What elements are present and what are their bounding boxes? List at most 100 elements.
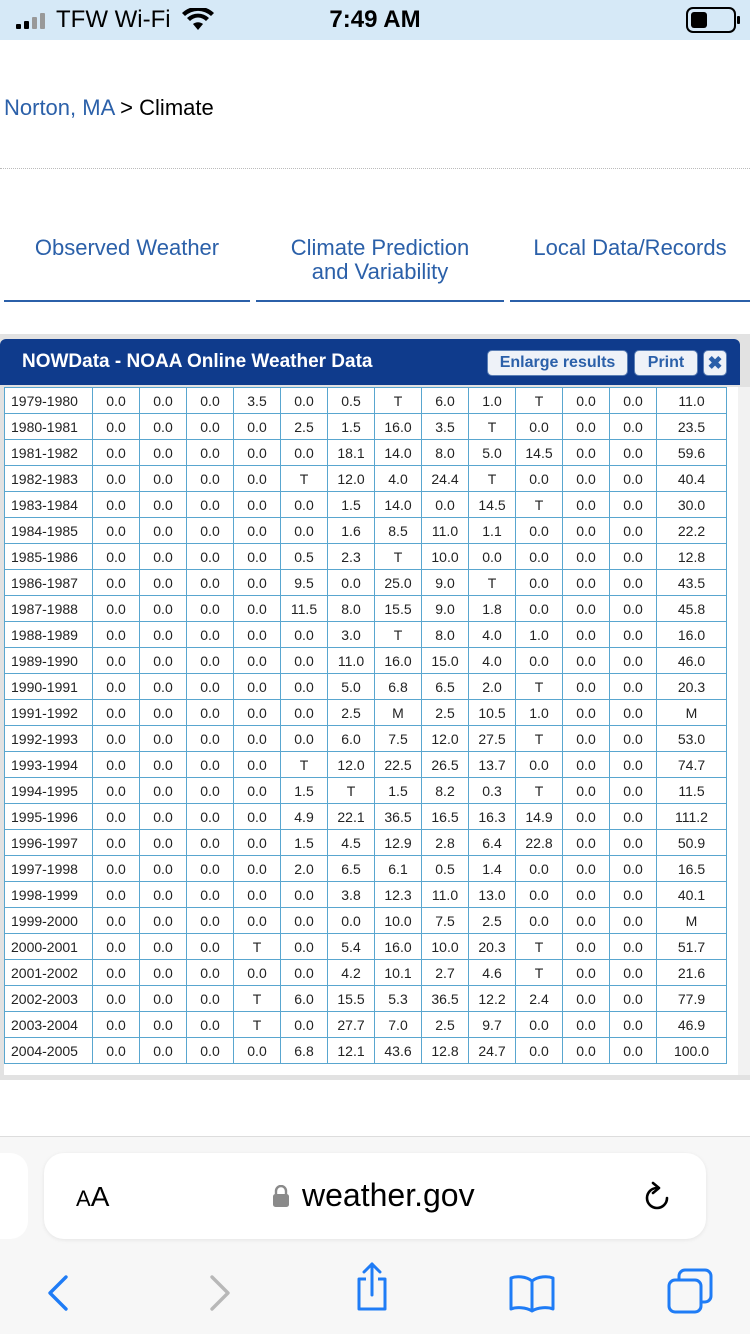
month-value-cell: 0.0 [233,751,281,778]
month-value-cell: 15.0 [421,647,469,674]
month-value-cell: 1.0 [468,387,516,414]
season-total-cell: 12.8 [656,543,727,570]
share-icon[interactable] [354,1261,390,1313]
month-value-cell: 0.0 [139,855,187,882]
previous-tab-preview[interactable] [0,1153,28,1239]
month-value-cell: T [468,413,516,440]
month-value-cell: 0.0 [609,933,657,960]
month-value-cell: 0.0 [515,855,563,882]
month-value-cell: 0.0 [139,647,187,674]
table-row: 1998-1999 0.0 0.0 0.0 0.0 0.0 3.8 12.3 11.0 13.0 0… [4,881,727,908]
bookmarks-icon[interactable] [508,1273,556,1313]
enlarge-results-button[interactable]: Enlarge results [487,350,628,376]
month-value-cell: 0.0 [609,725,657,752]
season-total-cell: 100.0 [656,1037,727,1064]
battery-icon [686,7,740,33]
snowfall-table-scroll[interactable]: 1979-1980 0.0 0.0 0.0 3.5 0.0 0.5 T 6.0 1.0 T 0.0 0.… [4,387,738,1075]
month-value-cell: 12.9 [374,829,422,856]
month-value-cell: 0.0 [280,933,328,960]
month-value-cell: 1.0 [515,699,563,726]
nav-underline [510,300,750,302]
month-value-cell: 1.5 [327,413,375,440]
text-size-button[interactable]: AA [76,1181,109,1213]
season-total-cell: 11.0 [656,387,727,414]
url-text[interactable]: weather.gov [302,1177,475,1213]
table-row: 1979-1980 0.0 0.0 0.0 3.5 0.0 0.5 T 6.0 1.0 T 0.0 0.… [4,387,727,414]
season-total-cell: 46.0 [656,647,727,674]
month-value-cell: 12.0 [421,725,469,752]
month-value-cell: 36.5 [421,985,469,1012]
month-value-cell: 7.5 [374,725,422,752]
month-value-cell: 0.5 [327,387,375,414]
back-icon[interactable] [44,1273,72,1313]
month-value-cell: 12.3 [374,881,422,908]
nav-local-data-records[interactable]: Local Data/Records [510,236,750,302]
breadcrumb-location-link[interactable]: Norton, MA [4,95,115,120]
month-value-cell: 0.0 [139,777,187,804]
month-value-cell: 0.0 [562,855,610,882]
nav-climate-prediction[interactable]: Climate Prediction and Variability [256,236,504,302]
month-value-cell: T [515,959,563,986]
month-value-cell: 0.0 [515,881,563,908]
month-value-cell: 0.0 [186,439,234,466]
month-value-cell: 4.2 [327,959,375,986]
season-total-cell: 40.4 [656,465,727,492]
month-value-cell: 0.0 [609,959,657,986]
month-value-cell: 0.0 [562,829,610,856]
month-value-cell: 8.2 [421,777,469,804]
print-button[interactable]: Print [634,350,698,376]
table-row: 1982-1983 0.0 0.0 0.0 0.0 T 12.0 4.0 24.4 T 0.0 0.0… [4,465,727,492]
month-value-cell: 12.0 [327,751,375,778]
reload-icon[interactable] [640,1181,674,1215]
month-value-cell: 0.0 [233,881,281,908]
season-total-cell: 53.0 [656,725,727,752]
season-cell: 1987-1988 [4,595,93,622]
month-value-cell: 0.0 [139,465,187,492]
month-value-cell: 0.0 [233,855,281,882]
month-value-cell: 0.0 [139,673,187,700]
month-value-cell: 0.0 [233,595,281,622]
address-bar[interactable]: AA weather.gov [44,1153,706,1239]
month-value-cell: 24.4 [421,465,469,492]
month-value-cell: 0.0 [280,959,328,986]
month-value-cell: 0.0 [92,933,140,960]
month-value-cell: 0.0 [92,829,140,856]
month-value-cell: T [515,777,563,804]
table-row: 1991-1992 0.0 0.0 0.0 0.0 0.0 2.5 M 2.5 10.5 1.0 0.… [4,699,727,726]
month-value-cell: 0.0 [515,465,563,492]
text-size-small-a: A [76,1186,91,1211]
season-total-cell: 20.3 [656,673,727,700]
table-row: 1981-1982 0.0 0.0 0.0 0.0 0.0 18.1 14.0 8.0 5.0 14… [4,439,727,466]
month-value-cell: 8.0 [421,439,469,466]
month-value-cell: 10.0 [374,907,422,934]
close-icon[interactable]: ✖ [703,350,727,376]
month-value-cell: 0.0 [92,1037,140,1064]
month-value-cell: 0.0 [562,881,610,908]
text-size-large-a: A [90,1181,110,1212]
season-total-cell: 16.5 [656,855,727,882]
forward-icon[interactable] [206,1273,234,1313]
month-value-cell: T [374,543,422,570]
month-value-cell: 1.6 [327,517,375,544]
month-value-cell: 0.0 [186,491,234,518]
month-value-cell: 0.0 [562,517,610,544]
month-value-cell: 6.8 [280,1037,328,1064]
month-value-cell: 4.9 [280,803,328,830]
season-cell: 1986-1987 [4,569,93,596]
month-value-cell: 0.0 [92,751,140,778]
month-value-cell: 6.5 [327,855,375,882]
season-cell: 1990-1991 [4,673,93,700]
season-total-cell: 77.9 [656,985,727,1012]
month-value-cell: 1.5 [374,777,422,804]
month-value-cell: 0.0 [609,699,657,726]
month-value-cell: 2.0 [468,673,516,700]
table-row: 1999-2000 0.0 0.0 0.0 0.0 0.0 0.0 10.0 7.5 2.5 0.0… [4,907,727,934]
month-value-cell: 0.0 [233,517,281,544]
month-value-cell: 0.0 [186,621,234,648]
tabs-icon[interactable] [666,1267,714,1315]
month-value-cell: 0.0 [233,829,281,856]
month-value-cell: 1.4 [468,855,516,882]
panel-title: NOWData - NOAA Online Weather Data [22,351,373,372]
table-row: 1996-1997 0.0 0.0 0.0 0.0 1.5 4.5 12.9 2.8 6.4 22.… [4,829,727,856]
nav-observed-weather[interactable]: Observed Weather [4,236,250,302]
